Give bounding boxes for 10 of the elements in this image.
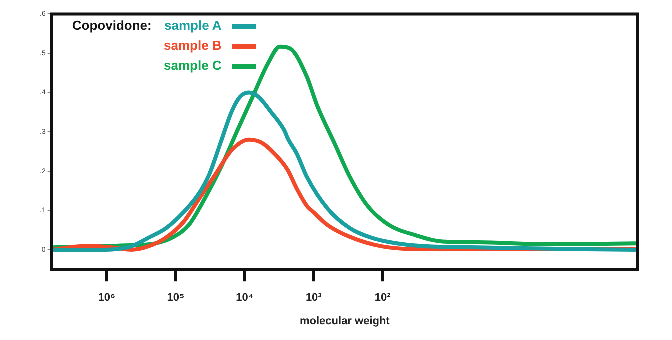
x-tick-label: 10⁵ <box>167 292 185 304</box>
legend-label: sample A <box>164 17 222 36</box>
x-tick-label: 10³ <box>306 292 322 304</box>
x-axis-title: molecular weight <box>300 315 390 328</box>
legend-label: sample B <box>163 37 222 56</box>
x-tick-label: 10⁶ <box>98 292 116 304</box>
legend-label: sample C <box>163 57 222 76</box>
x-tick-label: 10² <box>374 292 392 304</box>
legend-title: Copovidone: <box>71 17 152 36</box>
x-tick-label: 10⁴ <box>236 292 254 304</box>
